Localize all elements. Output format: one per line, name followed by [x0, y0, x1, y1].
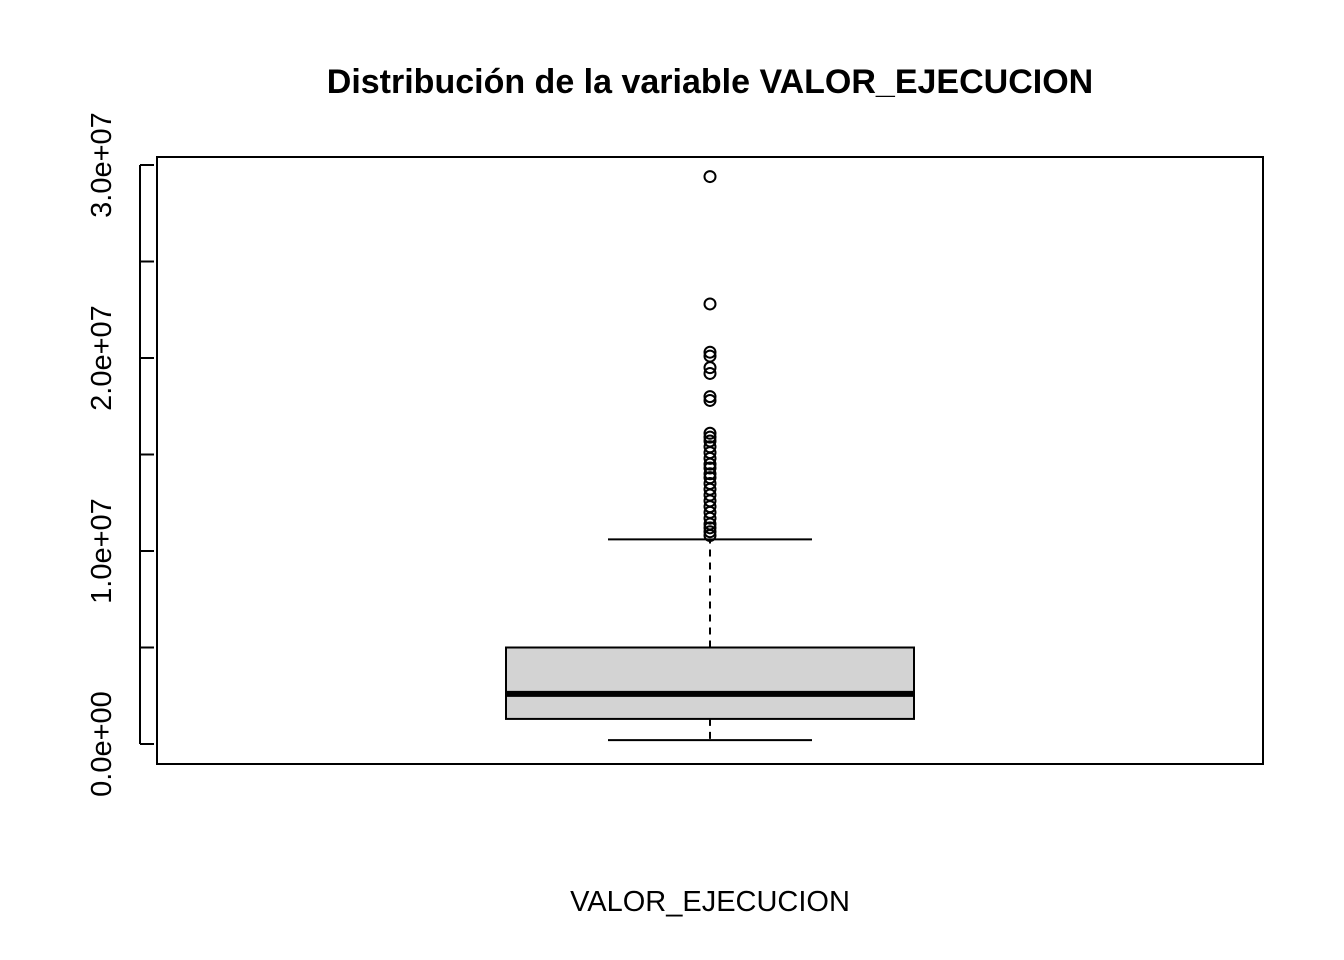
y-tick-label: 2.0e+07 — [86, 305, 118, 411]
outlier-point — [703, 426, 717, 440]
plot-frame — [156, 156, 1264, 765]
outlier-point — [703, 461, 717, 475]
outlier-point — [703, 361, 717, 375]
outlier-point — [703, 451, 717, 465]
outlier-point — [703, 170, 717, 184]
outlier-point — [703, 467, 717, 481]
outlier-point — [703, 345, 717, 359]
outliers — [703, 170, 717, 543]
outlier-point — [703, 457, 717, 471]
y-tick-label: 3.0e+07 — [86, 112, 118, 218]
y-tick-label: 1.0e+07 — [86, 498, 118, 604]
outlier-point — [703, 366, 717, 380]
outlier-point — [703, 297, 717, 311]
interquartile-box — [505, 646, 915, 720]
y-axis: 0.0e+00 1.0e+07 2.0e+07 3.0e+07 — [86, 112, 154, 797]
outlier-point — [703, 525, 717, 539]
outlier-point — [703, 521, 717, 535]
x-axis-label: VALOR_EJECUCION — [570, 886, 850, 918]
outlier-point — [703, 529, 717, 543]
outlier-point — [703, 430, 717, 444]
chart-title: Distribución de la variable VALOR_EJECUC… — [327, 63, 1093, 101]
y-tick-label: 0.0e+00 — [86, 691, 118, 797]
outlier-point — [703, 393, 717, 407]
outlier-point — [703, 511, 717, 525]
box-plot — [505, 538, 915, 742]
outlier-point — [703, 390, 717, 404]
